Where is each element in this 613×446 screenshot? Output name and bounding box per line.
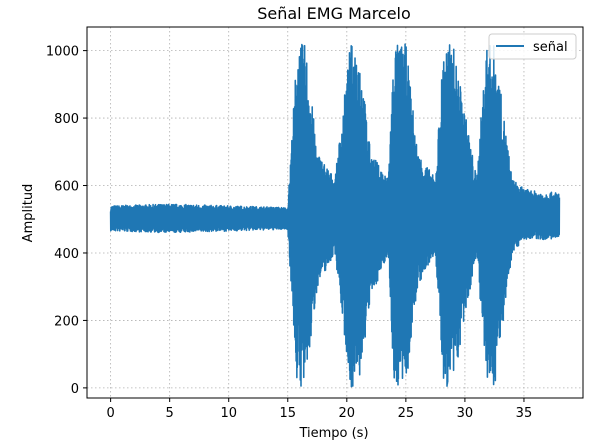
y-tick-label: 800: [54, 112, 79, 127]
x-tick-label: 0: [106, 406, 114, 421]
legend: señal: [488, 33, 577, 60]
series-line-senal: [109, 43, 561, 388]
y-tick-label: 0: [71, 382, 79, 397]
x-tick-label: 10: [220, 406, 237, 421]
y-axis-label: Amplitud: [21, 184, 36, 243]
chart-title: Señal EMG Marcelo: [257, 4, 411, 23]
x-tick-label: 35: [516, 406, 533, 421]
y-axis: 0 200 400 600 800 1000: [46, 45, 87, 397]
x-axis: 0 5 10 15 20 25 30 35: [106, 398, 532, 421]
y-tick-label: 1000: [46, 45, 79, 60]
x-axis-label: Tiempo (s): [298, 426, 368, 441]
y-tick-label: 400: [54, 247, 79, 262]
legend-entry-senal: señal: [533, 40, 568, 55]
x-tick-label: 20: [339, 406, 356, 421]
x-tick-label: 30: [457, 406, 474, 421]
x-tick-label: 5: [166, 406, 174, 421]
y-tick-label: 600: [54, 180, 79, 195]
x-tick-label: 15: [279, 406, 296, 421]
signal-series: [109, 43, 561, 388]
x-tick-label: 25: [398, 406, 415, 421]
plot-frame: [86, 26, 584, 399]
y-tick-label: 200: [54, 314, 79, 329]
legend-box: [488, 33, 577, 60]
